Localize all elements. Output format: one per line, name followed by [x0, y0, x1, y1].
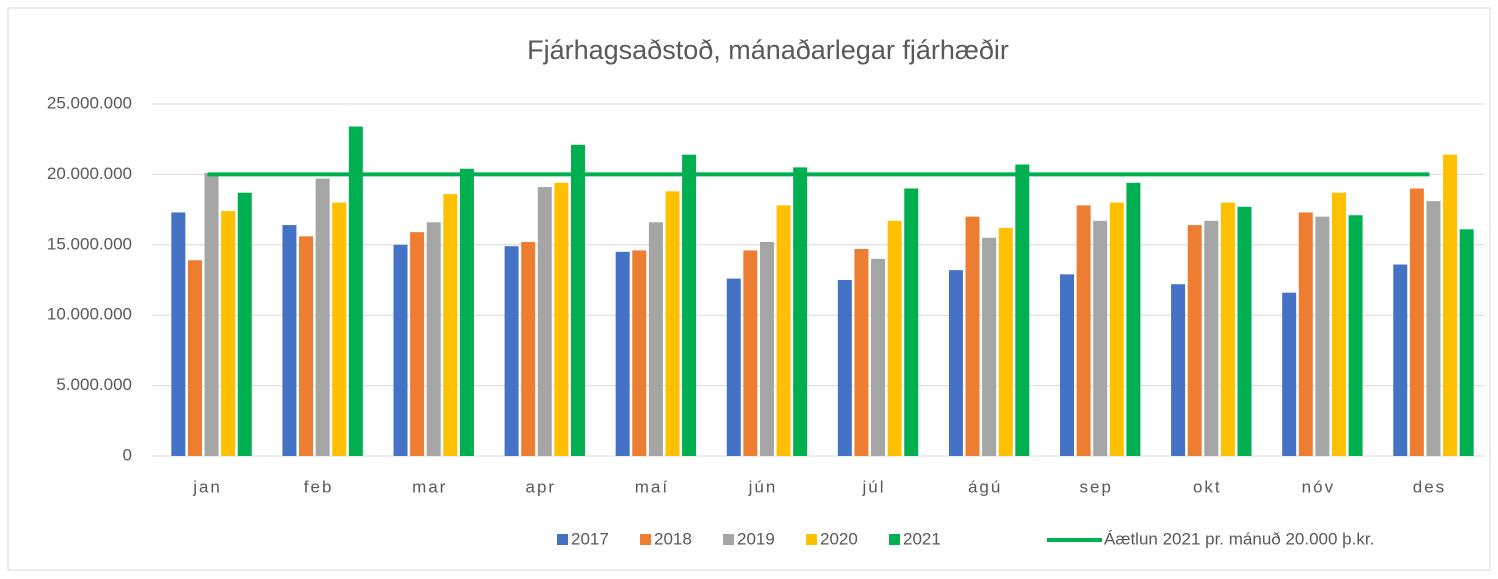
bar: [393, 244, 408, 456]
bar: [443, 194, 458, 456]
x-tick-label: sep: [1079, 477, 1112, 496]
bar: [904, 188, 919, 457]
bar: [348, 126, 363, 456]
legend-swatch: [640, 534, 651, 545]
legend-swatch: [806, 534, 817, 545]
bar: [776, 205, 791, 456]
bar: [332, 202, 347, 456]
bar: [1331, 192, 1346, 457]
bar: [1315, 216, 1330, 456]
x-tick-label: okt: [1193, 477, 1222, 496]
legend-label: 2020: [820, 529, 858, 548]
bar: [1237, 206, 1252, 456]
bar: [282, 225, 297, 456]
bar: [665, 191, 680, 456]
bar: [1459, 229, 1474, 456]
x-tick-label: mar: [412, 477, 447, 496]
bar: [315, 178, 330, 456]
legend-label: Áætlun 2021 pr. mánuð 20.000 þ.kr.: [1104, 529, 1374, 548]
legend-label: 2017: [571, 529, 609, 548]
bar: [504, 246, 519, 456]
bar: [632, 250, 647, 456]
bar: [1443, 154, 1458, 457]
legend-label: 2021: [903, 529, 941, 548]
bar: [726, 278, 741, 456]
chart-title: Fjárhagsaðstoð, mánaðarlegar fjárhæðir: [527, 35, 1009, 65]
bar: [204, 172, 219, 456]
bar: [521, 241, 536, 456]
y-tick-label: 20.000.000: [47, 164, 132, 183]
x-tick-label: feb: [304, 477, 334, 496]
bar: [854, 249, 869, 456]
bar: [793, 167, 808, 457]
bar: [759, 241, 774, 456]
legend-swatch: [557, 534, 568, 545]
y-tick-label: 5.000.000: [56, 375, 132, 394]
bar: [1060, 274, 1075, 456]
bar: [887, 220, 902, 456]
x-tick-label: apr: [526, 477, 557, 496]
bar: [1393, 264, 1408, 456]
bar: [1109, 202, 1124, 456]
bar: [410, 232, 425, 456]
bar: [459, 168, 474, 456]
bar: [1015, 164, 1030, 456]
y-tick-label: 25.000.000: [47, 93, 132, 112]
x-tick-label: maí: [635, 477, 669, 496]
bar: [648, 222, 663, 456]
bar: [1187, 225, 1202, 456]
bar: [537, 187, 552, 456]
legend-swatch: [889, 534, 900, 545]
bar: [1348, 215, 1363, 456]
bar: [221, 211, 236, 456]
bar: [965, 216, 980, 456]
bar: [426, 222, 441, 456]
x-tick-label: jún: [748, 477, 778, 496]
x-tick-label: jan: [192, 477, 222, 496]
bar: [554, 182, 569, 456]
x-tick-label: ágú: [968, 477, 1002, 496]
x-tick-label: júl: [862, 477, 886, 496]
x-tick-label: des: [1413, 477, 1446, 496]
bar: [237, 192, 252, 457]
bar: [743, 250, 758, 456]
x-tick-label: nóv: [1302, 477, 1335, 496]
bar: [299, 236, 314, 456]
bar: [171, 212, 186, 456]
bar: [682, 154, 697, 457]
bar: [615, 251, 630, 456]
bar: [1426, 201, 1441, 456]
bar: [948, 270, 963, 456]
bar: [998, 227, 1013, 456]
bar: [1409, 188, 1424, 457]
legend-label: 2018: [654, 529, 692, 548]
bar: [982, 237, 997, 456]
legend-swatch: [723, 534, 734, 545]
bar: [1171, 284, 1186, 456]
bar: [871, 258, 886, 456]
bar: [1076, 205, 1091, 456]
bar: [837, 280, 852, 456]
y-tick-label: 15.000.000: [47, 234, 132, 253]
bar: [1282, 292, 1297, 456]
bar: [187, 260, 202, 456]
legend-label: 2019: [737, 529, 775, 548]
bar: [1204, 220, 1219, 456]
y-tick-label: 10.000.000: [47, 305, 132, 324]
bar: [570, 144, 585, 456]
bar: [1093, 220, 1108, 456]
bar: [1126, 182, 1141, 456]
bar: [1220, 202, 1235, 456]
y-tick-label: 0: [123, 445, 132, 464]
bar: [1298, 212, 1313, 456]
